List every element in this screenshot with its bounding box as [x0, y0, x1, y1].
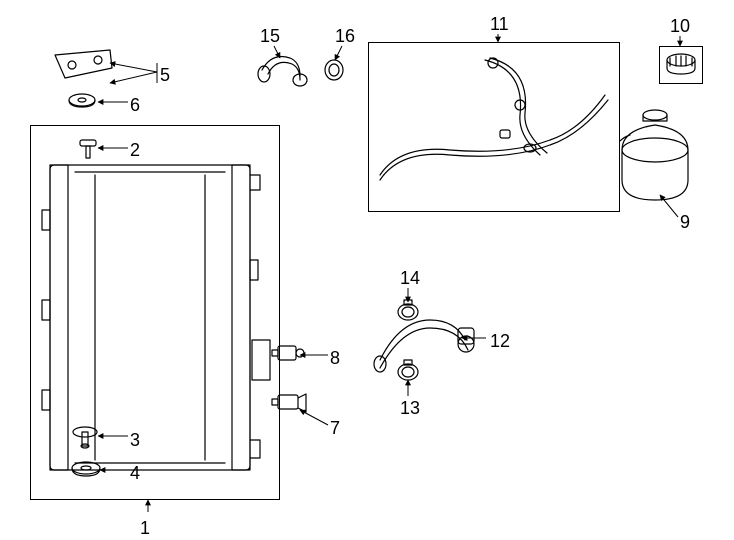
callout-6: 6	[130, 95, 140, 116]
part-clamp-13	[398, 360, 418, 380]
callout-5: 5	[160, 65, 170, 86]
box-radiator-assy	[30, 125, 280, 500]
callout-13: 13	[400, 398, 420, 419]
callout-3: 3	[130, 430, 140, 451]
callout-8: 8	[330, 348, 340, 369]
part-clamp-14	[398, 300, 418, 320]
callout-10: 10	[670, 16, 690, 37]
callout-16: 16	[335, 26, 355, 47]
callout-1: 1	[140, 518, 150, 539]
part-bracket	[55, 50, 112, 78]
part-clamp-16	[325, 60, 343, 80]
part-hose-upper	[258, 57, 307, 87]
callout-11: 11	[490, 14, 509, 35]
part-hose-lower	[374, 320, 474, 372]
box-hose-assy	[368, 42, 620, 212]
callout-14: 14	[400, 268, 420, 289]
callout-2: 2	[130, 140, 140, 161]
callout-4: 4	[130, 463, 140, 484]
callout-9: 9	[680, 212, 690, 233]
callout-12: 12	[490, 331, 510, 352]
part-reservoir	[620, 110, 688, 200]
part-insulator-upper	[69, 94, 95, 107]
callout-15: 15	[260, 26, 280, 47]
callout-7: 7	[330, 418, 340, 439]
box-cap	[659, 46, 703, 84]
